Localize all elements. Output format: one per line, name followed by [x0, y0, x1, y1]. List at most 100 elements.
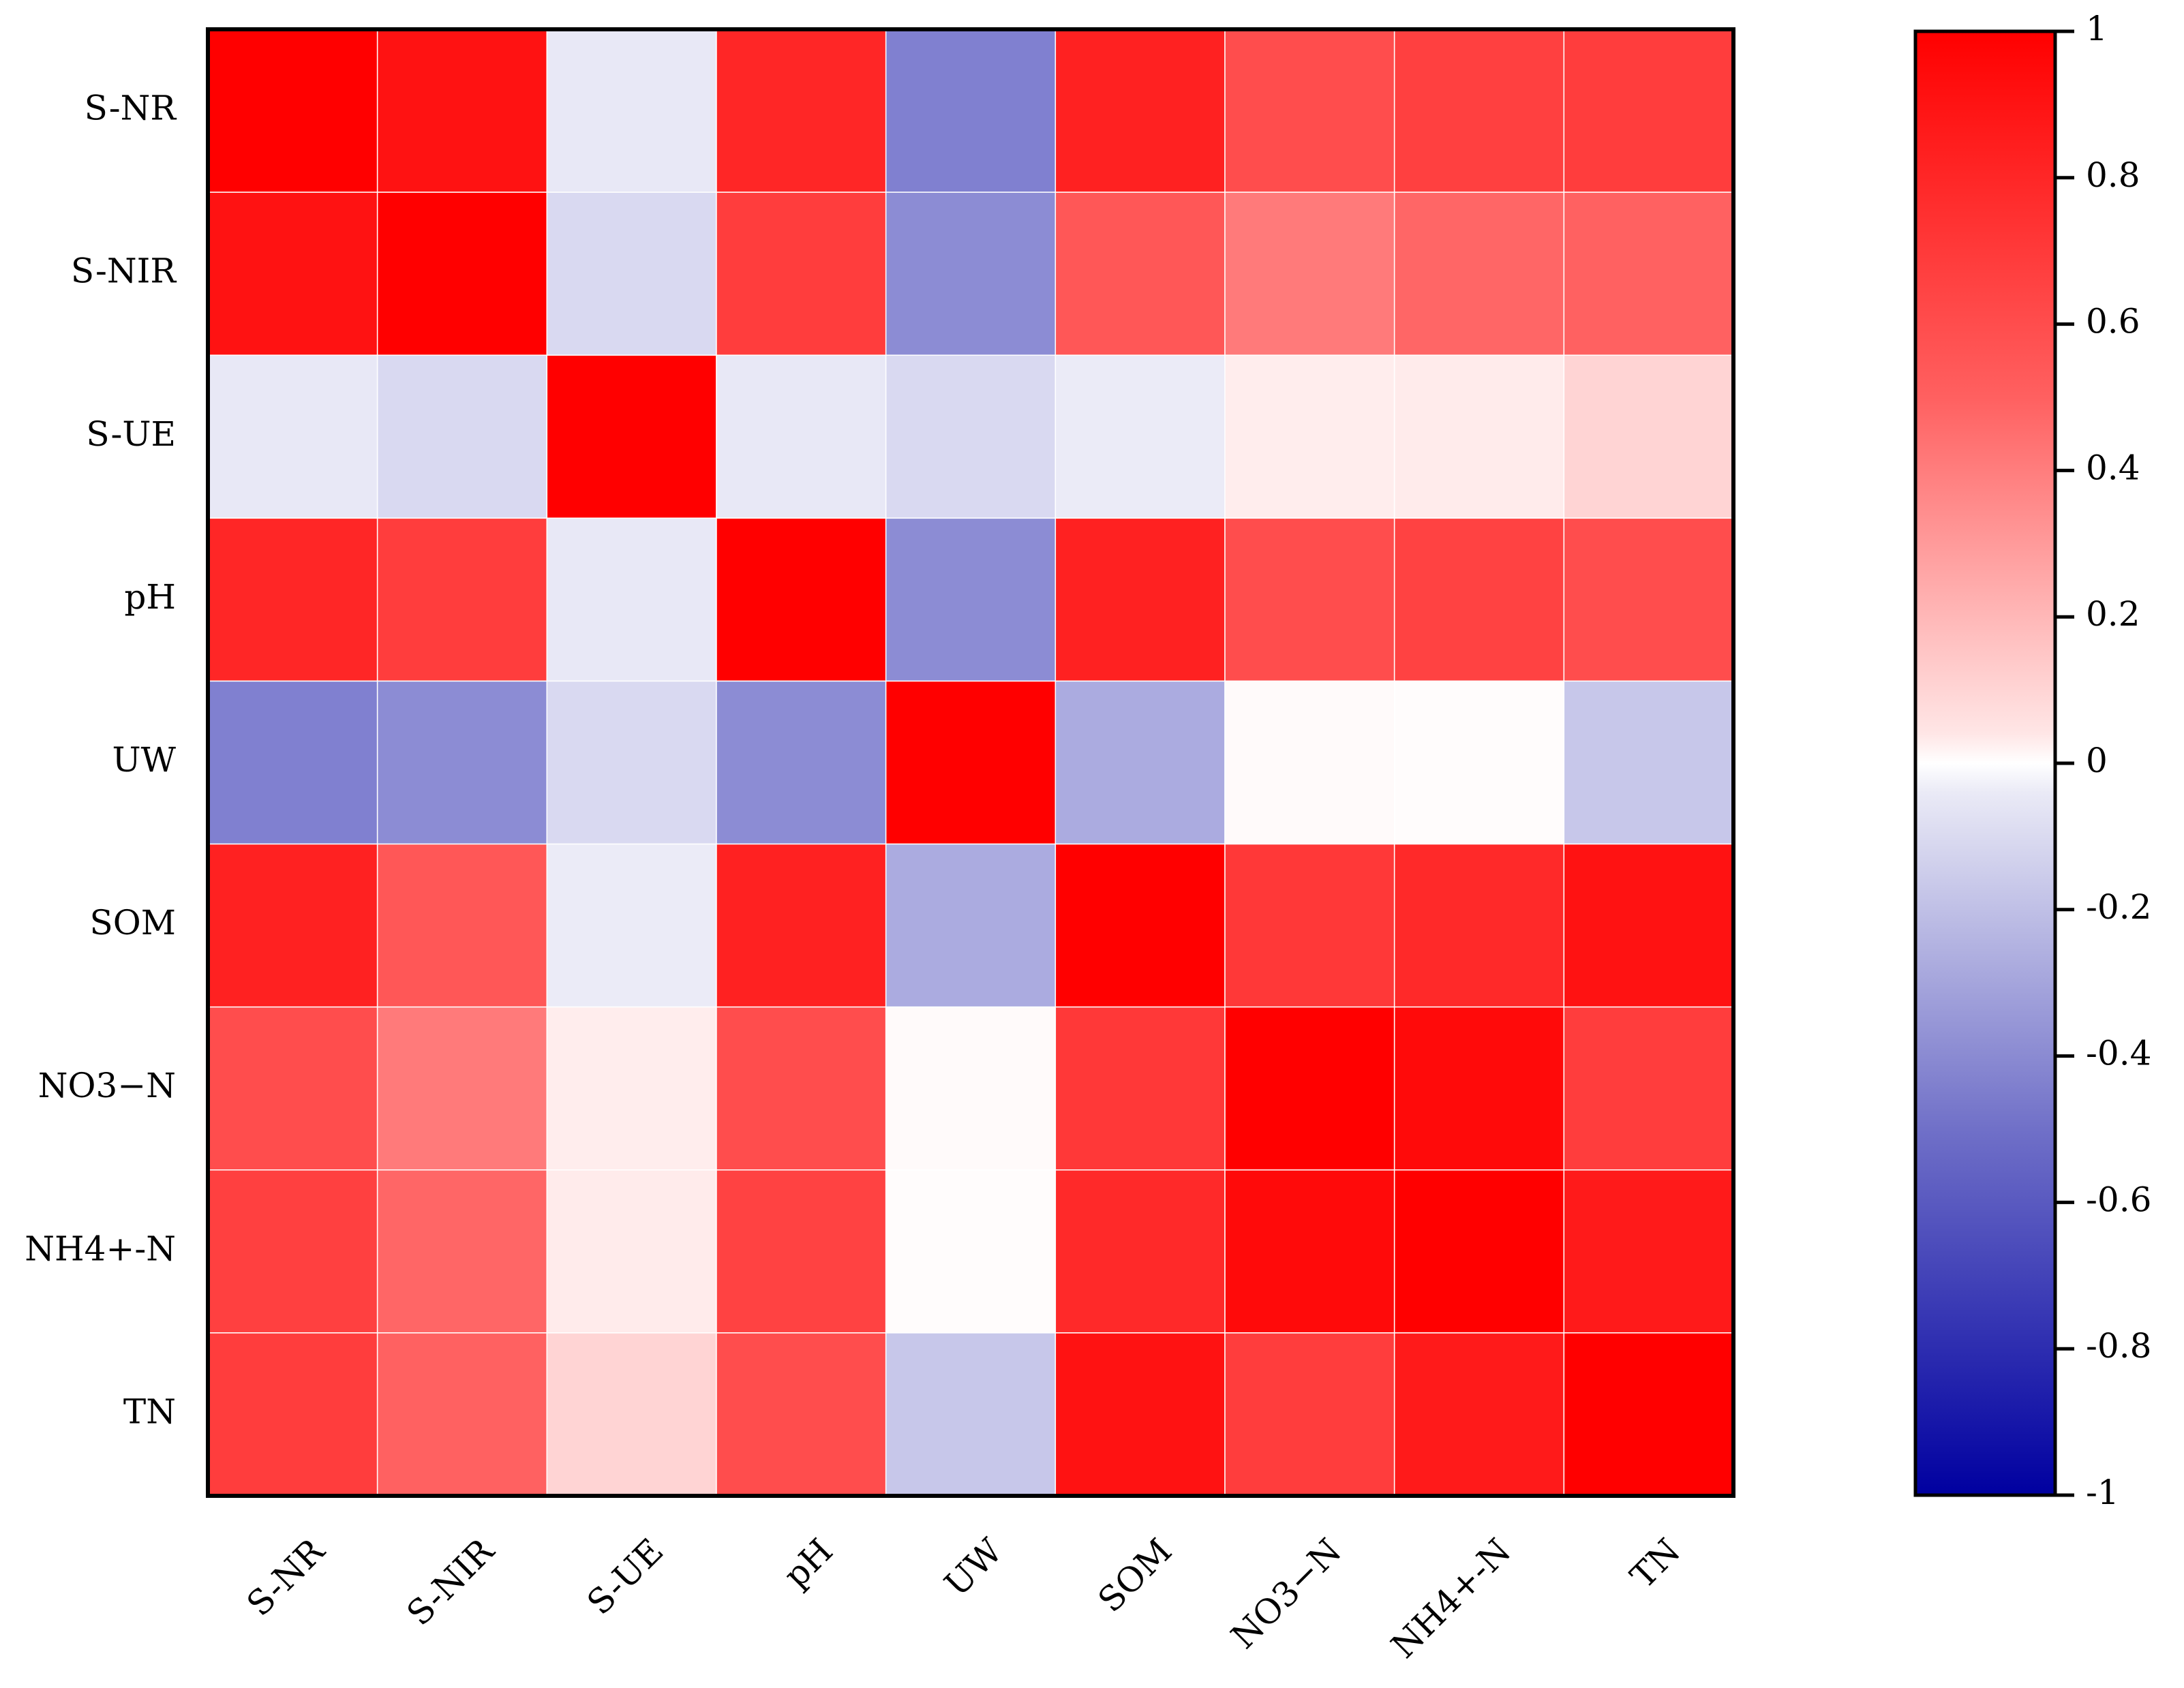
heatmap-cell-uw-ph	[716, 680, 887, 845]
heatmap-cell-s-nir-uw	[885, 191, 1057, 356]
x-tick-label-s-nr: S-NR	[239, 1531, 333, 1624]
heatmap-cell-s-nr-ph	[716, 29, 887, 193]
heatmap-cell-tn-ph	[716, 1332, 887, 1497]
x-tick-label-som: SOM	[1091, 1531, 1179, 1620]
heatmap-cell-s-nr-no3-n	[1224, 29, 1395, 193]
colorbar-ticks: 1 0.8 0.6 0.4 0.2 0 -0.2 -0.4 -0.6 -0.8 -1	[2055, 9, 2151, 1512]
heatmap-cell-s-nir-s-nr	[207, 191, 378, 356]
x-tick-label-tn: TN	[1623, 1531, 1688, 1597]
x-tick-label-ph: pH	[776, 1531, 840, 1595]
heatmap-cell-nh4plus-n-s-nr	[207, 1169, 378, 1334]
heatmap-cell-uw-no3-n	[1224, 680, 1395, 845]
heatmap-cell-ph-ph	[716, 517, 887, 682]
heatmap-cell-s-nr-s-nr	[207, 29, 378, 193]
heatmap-cell-ph-uw	[885, 517, 1057, 682]
x-axis-labels: S-NR S-NIR S-UE pH UW SOM NO3−N NH4+-N TN	[239, 1531, 1688, 1666]
heatmap-cell-s-nir-s-ue	[546, 191, 717, 356]
heatmap-cell-nh4plus-n-no3-n	[1224, 1169, 1395, 1334]
heatmap-cell-s-ue-tn	[1563, 354, 1734, 519]
heatmap-cell-s-ue-som	[1055, 354, 1226, 519]
heatmap-cell-nh4plus-n-som	[1055, 1169, 1226, 1334]
y-axis-labels: S-NR S-NIR S-UE pH UW SOM NO3−N NH4+-N TN	[25, 89, 177, 1432]
heatmap-cell-s-nir-no3-n	[1224, 191, 1395, 356]
y-tick-label-uw: UW	[112, 740, 176, 780]
x-tick-label-uw: UW	[937, 1531, 1011, 1604]
heatmap-cell-ph-tn	[1563, 517, 1734, 682]
heatmap-cell-nh4plus-n-ph	[716, 1169, 887, 1334]
heatmap-cell-nh4plus-n-uw	[885, 1169, 1057, 1334]
heatmap-cell-som-tn	[1563, 843, 1734, 1008]
heatmap-cell-som-s-nr	[207, 843, 378, 1008]
plot-frame	[206, 27, 1735, 1498]
colorbar-tick-label: -0.2	[2086, 887, 2151, 927]
heatmap-cell-tn-s-ue	[546, 1332, 717, 1497]
heatmap-cell-tn-som	[1055, 1332, 1226, 1497]
heatmap-cell-s-nr-s-nir	[376, 29, 548, 193]
y-tick-label-tn: TN	[123, 1392, 176, 1431]
heatmap-cell-no3-n-uw	[885, 1006, 1057, 1171]
heatmap-cell-s-ue-no3-n	[1224, 354, 1395, 519]
colorbar-tick-label: 0.2	[2086, 594, 2140, 634]
heatmap-cell-som-ph	[716, 843, 887, 1008]
heatmap-cells	[207, 29, 1734, 1497]
heatmap-cell-uw-s-nr	[207, 680, 378, 845]
heatmap-cell-ph-s-nr	[207, 517, 378, 682]
heatmap-cell-s-ue-ph	[716, 354, 887, 519]
heatmap-cell-nh4plus-n-tn	[1563, 1169, 1734, 1334]
heatmap-cell-s-ue-s-nir	[376, 354, 548, 519]
y-tick-label-s-ue: S-UE	[86, 414, 176, 454]
y-tick-label-ph: pH	[124, 577, 176, 617]
heatmap-cell-s-nir-ph	[716, 191, 887, 356]
heatmap-cell-s-nr-som	[1055, 29, 1226, 193]
colorbar-tick-label: 1	[2086, 9, 2108, 48]
heatmap-cell-som-s-nir	[376, 843, 548, 1008]
heatmap-cell-s-ue-uw	[885, 354, 1057, 519]
heatmap-cell-uw-tn	[1563, 680, 1734, 845]
heatmap-cell-ph-no3-n	[1224, 517, 1395, 682]
colorbar-tick-label: 0	[2086, 741, 2108, 780]
colorbar-tick-label: 0.4	[2086, 448, 2140, 487]
heatmap-cell-s-nir-s-nir	[376, 191, 548, 356]
heatmap-cell-no3-n-tn	[1563, 1006, 1734, 1171]
colorbar-tick-label: -0.6	[2086, 1180, 2151, 1219]
heatmap-cell-ph-s-nir	[376, 517, 548, 682]
heatmap-cell-no3-n-nh4plus-n	[1393, 1006, 1565, 1171]
heatmap-cell-s-nr-tn	[1563, 29, 1734, 193]
colorbar-tick-label: -0.4	[2086, 1034, 2151, 1073]
y-tick-label-nh4plus-n: NH4+-N	[25, 1229, 176, 1268]
x-tick-label-s-nir: S-NIR	[399, 1531, 502, 1633]
heatmap-cell-s-nir-tn	[1563, 191, 1734, 356]
x-tick-label-s-ue: S-UE	[579, 1531, 671, 1623]
heatmap-cell-ph-nh4plus-n	[1393, 517, 1565, 682]
heatmap-cell-no3-n-no3-n	[1224, 1006, 1395, 1171]
heatmap-cell-tn-uw	[885, 1332, 1057, 1497]
heatmap-cell-som-no3-n	[1224, 843, 1395, 1008]
colorbar-tick-label: 0.8	[2086, 155, 2140, 195]
heatmap-cell-no3-n-ph	[716, 1006, 887, 1171]
heatmap-cell-tn-nh4plus-n	[1393, 1332, 1565, 1497]
heatmap-cell-som-nh4plus-n	[1393, 843, 1565, 1008]
heatmap-cell-tn-s-nr	[207, 1332, 378, 1497]
heatmap-cell-tn-s-nir	[376, 1332, 548, 1497]
heatmap-cell-s-nr-nh4plus-n	[1393, 29, 1565, 193]
x-tick-label-nh4plus-n: NH4+-N	[1384, 1531, 1519, 1666]
heatmap-cell-nh4plus-n-s-ue	[546, 1169, 717, 1334]
heatmap-cell-s-ue-nh4plus-n	[1393, 354, 1565, 519]
heatmap-cell-s-ue-s-ue	[546, 354, 717, 519]
heatmap-cell-som-uw	[885, 843, 1057, 1008]
heatmap-cell-tn-tn	[1563, 1332, 1734, 1497]
heatmap-cell-tn-no3-n	[1224, 1332, 1395, 1497]
heatmap-cell-nh4plus-n-s-nir	[376, 1169, 548, 1334]
y-tick-label-no3-n: NO3−N	[38, 1066, 176, 1105]
heatmap-cell-no3-n-s-nir	[376, 1006, 548, 1171]
heatmap-cell-uw-s-nir	[376, 680, 548, 845]
colorbar-tick-label: 0.6	[2086, 302, 2140, 341]
heatmap-cell-s-ue-s-nr	[207, 354, 378, 519]
heatmap-cell-uw-s-ue	[546, 680, 717, 845]
heatmap-cell-som-s-ue	[546, 843, 717, 1008]
x-tick-label-no3-n: NO3−N	[1224, 1531, 1349, 1657]
heatmap-cell-no3-n-som	[1055, 1006, 1226, 1171]
y-tick-label-som: SOM	[90, 903, 176, 942]
heatmap-cell-s-nir-nh4plus-n	[1393, 191, 1565, 356]
